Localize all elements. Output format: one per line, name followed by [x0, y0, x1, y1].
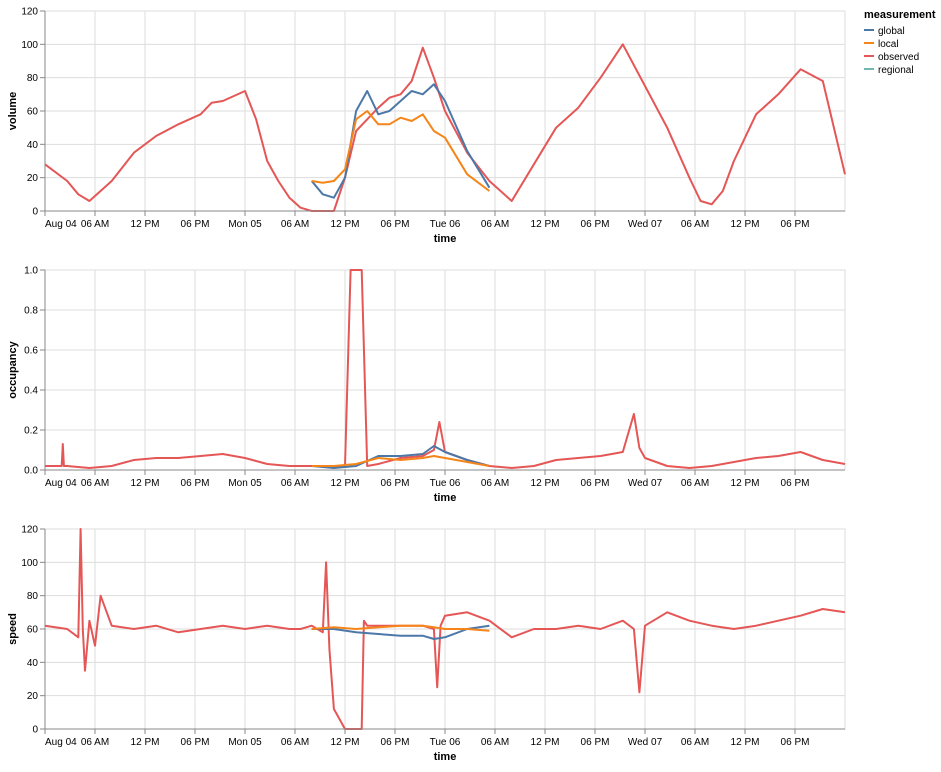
y-axis-title: speed	[7, 613, 19, 645]
x-tick-label: 12 PM	[131, 737, 160, 748]
x-tick-label: 12 PM	[331, 737, 360, 748]
series-line-global	[311, 445, 490, 469]
legend-item-regional: regional	[864, 65, 914, 76]
legend: measurement global local observed regional	[864, 9, 936, 76]
x-tick-label: 06 AM	[81, 737, 109, 748]
x-tick-label: 06 PM	[581, 478, 610, 489]
x-tick-label: 06 AM	[81, 478, 109, 489]
legend-label-regional: regional	[878, 65, 914, 76]
x-tick-label: 06 PM	[381, 219, 410, 230]
y-tick-label: 80	[27, 591, 39, 602]
x-tick-label: 12 PM	[731, 219, 760, 230]
x-tick-label: 06 PM	[181, 478, 210, 489]
y-tick-label: 40	[27, 658, 39, 669]
x-tick-label: 06 AM	[481, 478, 509, 489]
series-line-global	[311, 624, 490, 640]
x-axis-title: time	[434, 751, 457, 763]
x-tick-label: 06 PM	[781, 478, 810, 489]
x-tick-label: 06 AM	[681, 478, 709, 489]
x-tick-label: 12 PM	[131, 219, 160, 230]
legend-item-global: global	[864, 26, 905, 37]
y-tick-label: 0.2	[24, 426, 38, 437]
y-axis-title: volume	[7, 92, 19, 131]
x-tick-label: Wed 07	[628, 737, 663, 748]
series-line-global	[310, 83, 491, 199]
x-tick-label: 06 PM	[781, 219, 810, 230]
panel-speed: 0 20 40 60 80 100 120 Aug 04 06 AM 12 PM 06 PM Mon …	[7, 525, 846, 763]
x-tick-label: Mon 05	[228, 219, 262, 230]
x-tick-label: 06 PM	[581, 737, 610, 748]
x-tick-label: 06 PM	[381, 478, 410, 489]
series-line-local	[311, 624, 490, 632]
y-tick-label: 20	[27, 173, 39, 184]
panel-occupancy: 0.0 0.2 0.4 0.6 0.8 1.0 Aug 04 06 AM 12 PM 06 PM M…	[7, 266, 846, 504]
legend-label-observed: observed	[878, 52, 919, 63]
x-tick-label: 06 PM	[781, 737, 810, 748]
x-tick-label: 12 PM	[331, 219, 360, 230]
x-tick-label: Mon 05	[228, 737, 262, 748]
x-tick-label: 06 AM	[481, 219, 509, 230]
x-tick-label: Tue 06	[430, 737, 461, 748]
x-tick-label: 06 AM	[281, 478, 309, 489]
x-tick-label: 12 PM	[531, 737, 560, 748]
y-tick-label: 100	[21, 558, 38, 569]
x-tick-label: 12 PM	[531, 219, 560, 230]
y-tick-label: 120	[21, 525, 38, 536]
x-tick-label: 06 AM	[681, 219, 709, 230]
x-tick-label: 12 PM	[331, 478, 360, 489]
x-tick-label: Tue 06	[430, 478, 461, 489]
legend-item-local: local	[864, 39, 899, 50]
y-tick-label: 60	[27, 625, 39, 636]
legend-title: measurement	[864, 9, 936, 21]
x-tick-label: Wed 07	[628, 219, 663, 230]
x-tick-label: 12 PM	[131, 478, 160, 489]
panel-volume: 0 20 40 60 80 100 120 Aug 04 06 AM 12 PM 06 PM Mon …	[7, 7, 846, 245]
y-tick-label: 0	[32, 725, 38, 736]
x-tick-label: 06 PM	[181, 219, 210, 230]
x-tick-label: 06 AM	[481, 737, 509, 748]
x-tick-label: 06 PM	[581, 219, 610, 230]
y-tick-label: 120	[21, 7, 38, 18]
x-tick-label: 12 PM	[531, 478, 560, 489]
x-tick-label: 06 AM	[281, 219, 309, 230]
y-tick-label: 0.4	[24, 386, 38, 397]
series-line-local	[311, 110, 491, 192]
x-tick-label: 06 AM	[681, 737, 709, 748]
x-tick-label: Aug 04	[45, 478, 77, 489]
x-tick-label: Mon 05	[228, 478, 262, 489]
x-tick-label: Aug 04	[45, 737, 77, 748]
y-tick-label: 0.0	[24, 466, 38, 477]
y-axis-title: occupancy	[7, 340, 19, 398]
x-tick-label: 12 PM	[731, 478, 760, 489]
y-tick-label: 0	[32, 207, 38, 218]
x-axis-title: time	[434, 492, 457, 504]
x-axis-title: time	[434, 233, 457, 245]
x-tick-label: 12 PM	[731, 737, 760, 748]
y-tick-label: 100	[21, 40, 38, 51]
x-tick-label: Aug 04	[45, 219, 77, 230]
y-tick-label: 20	[27, 691, 39, 702]
legend-label-global: global	[878, 26, 905, 37]
y-tick-label: 0.8	[24, 306, 38, 317]
x-tick-label: Tue 06	[430, 219, 461, 230]
legend-label-local: local	[878, 39, 899, 50]
y-tick-label: 0.6	[24, 346, 38, 357]
x-tick-label: 06 PM	[381, 737, 410, 748]
x-tick-label: 06 AM	[281, 737, 309, 748]
y-tick-label: 1.0	[24, 266, 38, 277]
x-tick-label: 06 AM	[81, 219, 109, 230]
x-tick-label: Wed 07	[628, 478, 663, 489]
x-tick-label: 06 PM	[181, 737, 210, 748]
series-line-observed	[44, 528, 846, 730]
legend-item-observed: observed	[864, 52, 919, 63]
y-tick-label: 40	[27, 140, 39, 151]
series-line-local	[311, 455, 490, 467]
series-line-observed	[45, 269, 846, 469]
y-tick-label: 60	[27, 107, 39, 118]
series-line-observed	[44, 43, 846, 212]
y-tick-label: 80	[27, 73, 39, 84]
